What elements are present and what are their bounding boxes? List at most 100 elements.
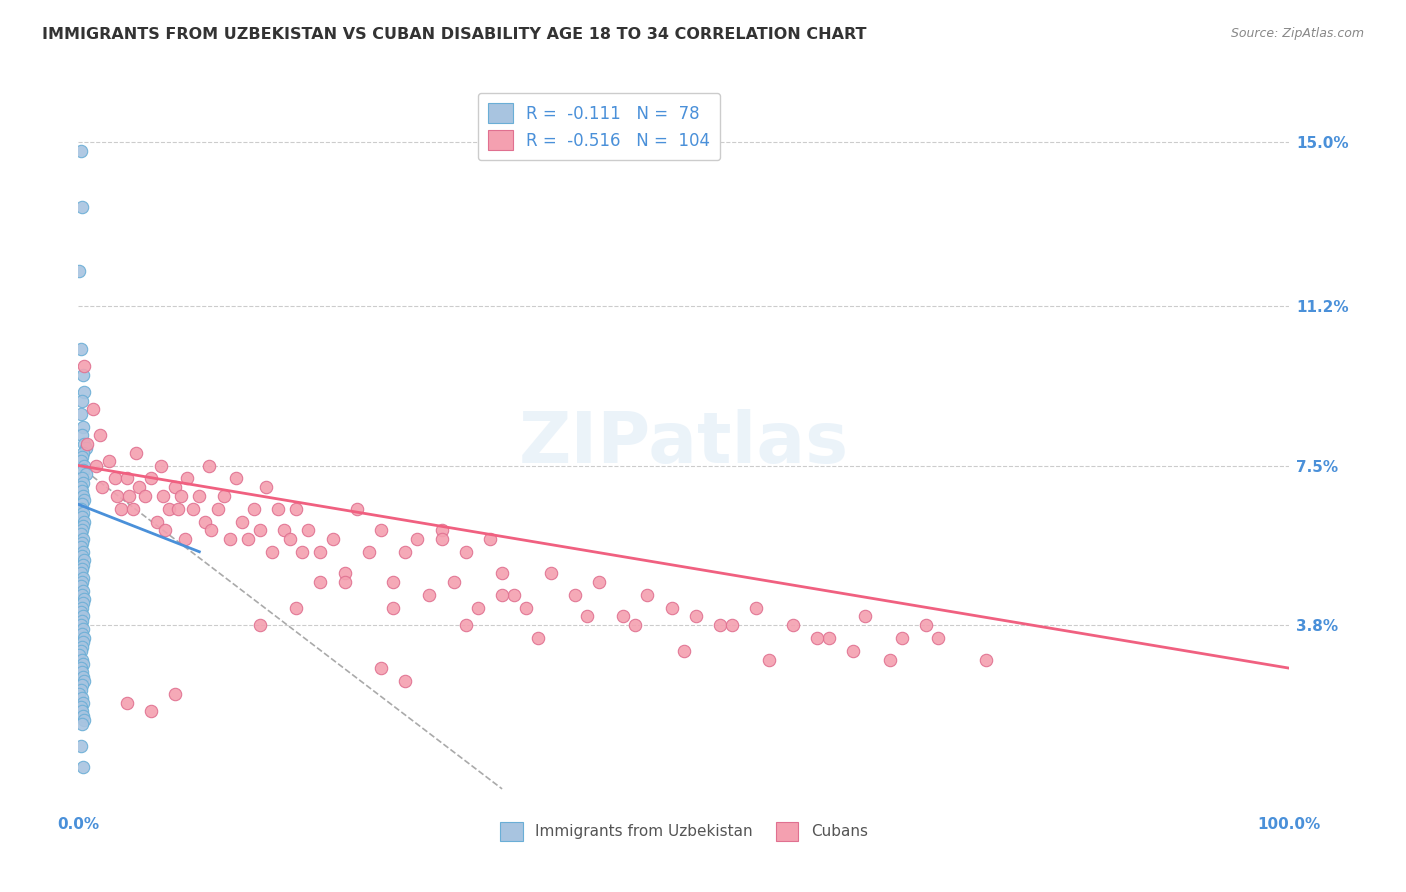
Point — [125, 445, 148, 459]
Point — [70, 200, 93, 214]
Point — [69, 700, 91, 714]
Point — [70, 562, 93, 576]
Point — [70, 523, 93, 537]
Point — [612, 609, 634, 624]
Point — [76, 437, 98, 451]
Point — [225, 471, 247, 485]
Point — [418, 588, 440, 602]
Point — [661, 600, 683, 615]
Point — [70, 652, 93, 666]
Point — [73, 359, 96, 374]
Point — [346, 501, 368, 516]
Point — [782, 618, 804, 632]
Point — [69, 407, 91, 421]
Point — [70, 717, 93, 731]
Point — [291, 545, 314, 559]
Point — [72, 475, 94, 490]
Point — [69, 541, 91, 555]
Point — [75, 467, 97, 482]
Point — [267, 501, 290, 516]
Point — [69, 682, 91, 697]
Point — [915, 618, 938, 632]
Point — [105, 489, 128, 503]
Point — [976, 652, 998, 666]
Point — [70, 536, 93, 550]
Point — [212, 489, 235, 503]
Point — [134, 489, 156, 503]
Point — [491, 566, 513, 581]
Point — [82, 402, 104, 417]
Point — [394, 545, 416, 559]
Point — [721, 618, 744, 632]
Point — [69, 342, 91, 356]
Point — [72, 635, 94, 649]
Point — [181, 501, 204, 516]
Point — [155, 523, 177, 537]
Point — [70, 665, 93, 680]
Point — [430, 523, 453, 537]
Point — [69, 566, 91, 581]
Point — [491, 588, 513, 602]
Text: Source: ZipAtlas.com: Source: ZipAtlas.com — [1230, 27, 1364, 40]
Point — [454, 545, 477, 559]
Point — [70, 626, 93, 640]
Point — [70, 393, 93, 408]
Point — [70, 614, 93, 628]
Point — [170, 489, 193, 503]
Point — [745, 600, 768, 615]
Point — [430, 532, 453, 546]
Point — [285, 600, 308, 615]
Point — [818, 631, 841, 645]
Point — [69, 605, 91, 619]
Point — [273, 523, 295, 537]
Point — [73, 458, 96, 473]
Point — [69, 454, 91, 468]
Point — [72, 558, 94, 572]
Point — [139, 471, 162, 485]
Point — [89, 428, 111, 442]
Point — [70, 510, 93, 524]
Point — [146, 515, 169, 529]
Legend: R =  -0.111   N =  78, R =  -0.516   N =  104: R = -0.111 N = 78, R = -0.516 N = 104 — [478, 93, 720, 161]
Point — [69, 501, 91, 516]
Point — [69, 644, 91, 658]
Point — [72, 623, 94, 637]
Point — [588, 574, 610, 589]
Point — [194, 515, 217, 529]
Point — [118, 489, 141, 503]
Point — [72, 445, 94, 459]
Point — [69, 648, 91, 663]
Point — [72, 463, 94, 477]
Point — [357, 545, 380, 559]
Point — [709, 618, 731, 632]
Point — [443, 574, 465, 589]
Point — [278, 532, 301, 546]
Point — [75, 442, 97, 456]
Point — [70, 549, 93, 563]
Point — [188, 489, 211, 503]
Point — [260, 545, 283, 559]
Point — [69, 579, 91, 593]
Point — [806, 631, 828, 645]
Point — [72, 583, 94, 598]
Point — [110, 501, 132, 516]
Point — [115, 696, 138, 710]
Point — [165, 480, 187, 494]
Point — [309, 574, 332, 589]
Point — [91, 480, 114, 494]
Point — [249, 618, 271, 632]
Point — [73, 493, 96, 508]
Point — [72, 506, 94, 520]
Point — [527, 631, 550, 645]
Point — [69, 527, 91, 541]
Point — [72, 532, 94, 546]
Point — [72, 708, 94, 723]
Point — [72, 609, 94, 624]
Point — [758, 652, 780, 666]
Point — [207, 501, 229, 516]
Point — [243, 501, 266, 516]
Point — [672, 644, 695, 658]
Point — [69, 661, 91, 675]
Point — [855, 609, 877, 624]
Point — [72, 597, 94, 611]
